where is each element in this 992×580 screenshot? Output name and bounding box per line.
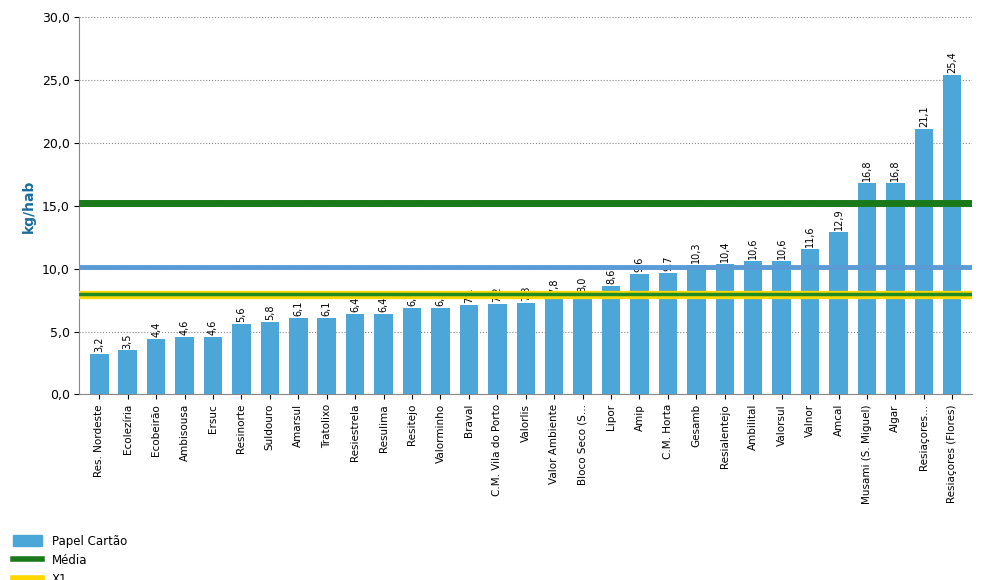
Bar — [630, 274, 649, 394]
Text: 6,4: 6,4 — [350, 297, 360, 312]
Bar — [403, 307, 422, 394]
Text: 4,6: 4,6 — [208, 320, 218, 335]
Y-axis label: kg/hab: kg/hab — [22, 179, 36, 233]
Text: 6,4: 6,4 — [379, 297, 389, 312]
Text: 9,6: 9,6 — [635, 256, 645, 272]
Text: 16,8: 16,8 — [862, 160, 872, 182]
Bar — [203, 336, 222, 394]
Text: 9,7: 9,7 — [663, 255, 673, 271]
Bar — [573, 294, 592, 394]
Text: 8,0: 8,0 — [577, 277, 587, 292]
Text: 12,9: 12,9 — [833, 209, 843, 230]
Text: 25,4: 25,4 — [947, 52, 957, 73]
Bar — [176, 336, 193, 394]
Text: 6,9: 6,9 — [407, 291, 417, 306]
Text: 6,1: 6,1 — [321, 300, 331, 316]
Text: 10,6: 10,6 — [748, 238, 758, 259]
Text: 7,3: 7,3 — [521, 285, 531, 301]
Text: 4,4: 4,4 — [151, 322, 161, 337]
Text: 3,5: 3,5 — [123, 333, 133, 349]
Bar — [317, 318, 336, 394]
Bar — [90, 354, 108, 394]
Bar — [232, 324, 251, 394]
Bar — [432, 307, 449, 394]
Bar — [289, 318, 308, 394]
Text: 7,1: 7,1 — [464, 288, 474, 303]
Legend: Papel Cartão, Média, X1, X2, X3: Papel Cartão, Média, X1, X2, X3 — [8, 530, 132, 580]
Bar — [118, 350, 137, 394]
Text: 7,2: 7,2 — [492, 287, 502, 302]
Bar — [829, 232, 848, 394]
Bar — [147, 339, 166, 394]
Bar — [659, 273, 678, 394]
Text: 10,4: 10,4 — [720, 240, 730, 262]
Text: 8,6: 8,6 — [606, 269, 616, 284]
Bar — [459, 305, 478, 394]
Text: 5,6: 5,6 — [236, 307, 246, 322]
Text: 21,1: 21,1 — [919, 106, 929, 128]
Bar — [261, 321, 279, 394]
Text: 6,9: 6,9 — [435, 291, 445, 306]
Bar — [602, 287, 620, 394]
Bar — [801, 249, 819, 394]
Text: 10,6: 10,6 — [777, 238, 787, 259]
Bar — [715, 264, 734, 394]
Text: 16,8: 16,8 — [891, 160, 901, 182]
Text: 4,6: 4,6 — [180, 320, 189, 335]
Bar — [943, 75, 961, 394]
Bar — [886, 183, 905, 394]
Text: 7,8: 7,8 — [550, 279, 559, 295]
Text: 11,6: 11,6 — [806, 225, 815, 246]
Text: 10,3: 10,3 — [691, 242, 701, 263]
Bar — [374, 314, 393, 394]
Bar — [773, 261, 791, 394]
Text: 5,8: 5,8 — [265, 304, 275, 320]
Bar — [517, 303, 535, 394]
Bar — [858, 183, 876, 394]
Bar — [687, 265, 705, 394]
Text: 3,2: 3,2 — [94, 337, 104, 352]
Text: 6,1: 6,1 — [294, 300, 304, 316]
Bar — [346, 314, 364, 394]
Bar — [488, 304, 507, 394]
Bar — [545, 296, 563, 394]
Bar — [915, 129, 933, 394]
Bar — [744, 261, 763, 394]
